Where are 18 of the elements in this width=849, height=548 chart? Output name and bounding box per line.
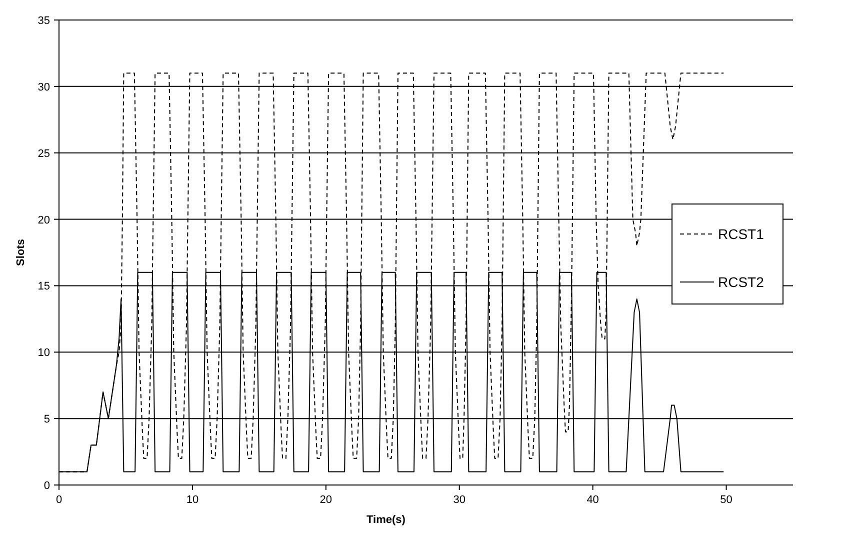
x-tick-label: 30	[453, 494, 466, 506]
y-tick-label: 10	[38, 347, 50, 360]
y-tick-label: 5	[44, 414, 50, 426]
x-tick-label: 10	[186, 494, 199, 506]
y-tick-label: 30	[38, 81, 50, 94]
x-tick-label: 0	[56, 494, 62, 506]
y-tick-label: 35	[38, 15, 50, 27]
x-tick-label: 50	[720, 494, 732, 506]
x-axis-title: Time(s)	[366, 514, 406, 526]
y-tick-label: 25	[38, 148, 50, 160]
x-tick-label: 40	[586, 494, 599, 506]
y-tick-label: 20	[38, 214, 50, 226]
y-axis-title: Slots	[15, 239, 27, 266]
legend-label: RCST2	[718, 274, 764, 290]
y-tick-label: 15	[38, 280, 50, 293]
x-tick-label: 20	[320, 494, 332, 506]
legend-label: RCST1	[718, 226, 764, 242]
y-tick-label: 0	[44, 480, 50, 492]
